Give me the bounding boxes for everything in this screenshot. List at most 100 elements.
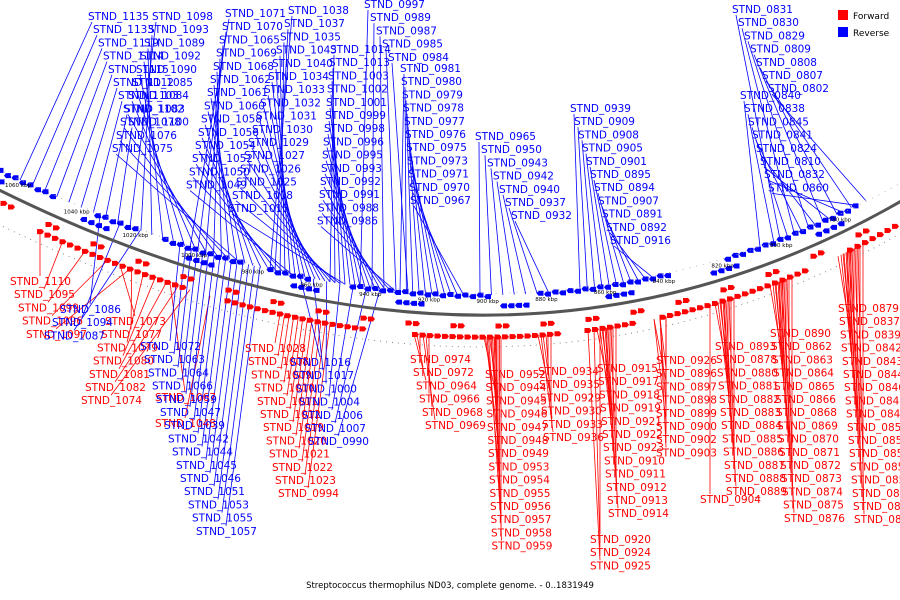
gene-label-forward: STND_0876 — [784, 513, 845, 525]
leader-line — [325, 281, 328, 384]
leader-line — [105, 114, 128, 218]
gene-label-reverse: STND_1042 — [168, 433, 229, 445]
reverse-gene-arrow — [500, 303, 507, 309]
leader-line — [118, 281, 168, 369]
gene-label-forward: STND_0883 — [720, 407, 781, 419]
reverse-gene-arrow — [169, 240, 176, 246]
forward-gene-arrow — [292, 314, 299, 320]
forward-gene-arrow — [412, 332, 419, 338]
forward-gene-arrow — [704, 303, 712, 309]
gene-label-reverse: STND_1031 — [256, 111, 317, 123]
leader-line — [193, 254, 215, 421]
gene-label-forward: STND_0846 — [844, 382, 900, 394]
gene-label-reverse: STND_1017 — [293, 370, 354, 382]
leader-line — [197, 256, 221, 434]
leader-line — [19, 21, 93, 181]
leader-line — [786, 278, 794, 500]
reverse-gene-arrow — [221, 255, 229, 261]
forward-gene-arrow — [862, 240, 869, 246]
gene-label-reverse: STND_1090 — [136, 64, 197, 76]
gene-label-reverse: STND_0840 — [740, 90, 801, 102]
gene-label-forward: STND_1077 — [101, 329, 162, 341]
reverse-gene-arrow — [634, 279, 641, 285]
forward-gene-arrow — [630, 309, 638, 315]
reverse-gene-arrow — [402, 300, 410, 306]
reverse-gene-arrow — [791, 230, 799, 236]
leader-line — [771, 193, 857, 206]
leader-line — [490, 168, 504, 295]
gene-label-reverse: STND_1029 — [248, 137, 309, 149]
reverse-gene-arrow — [4, 173, 11, 179]
leader-line — [292, 319, 308, 423]
forward-gene-arrow — [517, 333, 524, 339]
reverse-gene-arrow — [566, 288, 574, 294]
gene-label-reverse: STND_1098 — [152, 11, 213, 23]
leader-line — [192, 177, 285, 274]
reverse-gene-arrow — [312, 287, 320, 293]
leader-line — [209, 261, 238, 474]
leader-line — [235, 200, 341, 284]
forward-gene-arrow — [434, 333, 442, 339]
gene-label-reverse: STND_1006 — [302, 410, 363, 422]
gene-label-reverse: STND_0942 — [493, 171, 554, 183]
gene-label-reverse: STND_0908 — [578, 129, 639, 141]
reverse-gene-arrow — [11, 175, 19, 181]
gene-label-forward: STND_0842 — [841, 343, 900, 355]
forward-gene-arrow — [405, 320, 413, 326]
gene-label-forward: STND_1080 — [93, 356, 154, 368]
gene-label-reverse: STND_0995 — [322, 150, 383, 162]
leader-line — [140, 35, 153, 231]
gene-label-forward: STND_0949 — [488, 448, 549, 460]
forward-gene-arrow — [487, 334, 494, 340]
leader-line — [759, 153, 816, 226]
forward-gene-arrow — [112, 260, 119, 266]
forward-gene-arrow — [667, 312, 674, 318]
forward-gene-arrow — [368, 316, 375, 322]
forward-gene-arrow — [278, 300, 285, 306]
gene-label-forward: STND_0903 — [656, 447, 717, 459]
gene-label-reverse: STND_1103 — [118, 90, 179, 102]
gene-label-reverse: STND_1071 — [225, 8, 286, 20]
forward-gene-arrow — [802, 268, 809, 274]
gene-label-reverse: STND_0807 — [762, 70, 823, 82]
gene-label-forward: STND_1067 — [155, 392, 216, 404]
reverse-gene-arrow — [371, 285, 379, 291]
gene-label-reverse: STND_1085 — [132, 77, 193, 89]
forward-gene-arrow — [855, 232, 863, 238]
reverse-gene-arrow — [281, 270, 289, 276]
gene-label-forward: STND_0851 — [848, 435, 900, 447]
gene-label-reverse: STND_0993 — [321, 163, 382, 175]
gene-label-forward: STND_0853 — [850, 461, 900, 473]
gene-label-forward: STND_1019 — [263, 422, 324, 434]
gene-label-reverse: STND_0916 — [610, 235, 671, 247]
gene-label-forward: STND_0867 — [854, 514, 900, 526]
leader-line — [205, 259, 232, 460]
gene-label-reverse: STND_0809 — [750, 44, 811, 56]
leader-line — [205, 45, 224, 253]
gene-label-forward: STND_0924 — [590, 547, 651, 559]
scale-tick-label: 800 kbp — [770, 243, 793, 249]
gene-label-reverse: STND_0939 — [570, 103, 631, 115]
gene-label-reverse: STND_1135 — [88, 11, 149, 23]
reverse-gene-arrow — [799, 229, 806, 235]
leader-line — [323, 186, 381, 290]
gene-label-forward: STND_0837 — [839, 316, 900, 328]
gene-label-reverse: STND_0999 — [325, 110, 386, 122]
gene-label-reverse: STND_1034 — [268, 71, 329, 83]
forward-gene-arrow — [59, 239, 67, 245]
leader-lines — [19, 9, 867, 561]
leader-line — [413, 205, 464, 296]
reverse-gene-arrow — [844, 208, 851, 214]
leader-line — [298, 321, 317, 449]
leader-line — [659, 317, 667, 369]
gene-label-forward: STND_1096 — [22, 316, 83, 328]
reverse-gene-arrow — [784, 235, 791, 241]
gene-label-reverse: STND_1025 — [236, 177, 297, 189]
gene-label-forward: STND_1099 — [18, 302, 79, 314]
forward-gene-arrow — [464, 334, 472, 340]
gene-label-forward: STND_1081 — [89, 369, 150, 381]
forward-gene-arrow — [742, 291, 749, 297]
leader-line — [295, 320, 313, 436]
leader-line — [332, 68, 336, 283]
